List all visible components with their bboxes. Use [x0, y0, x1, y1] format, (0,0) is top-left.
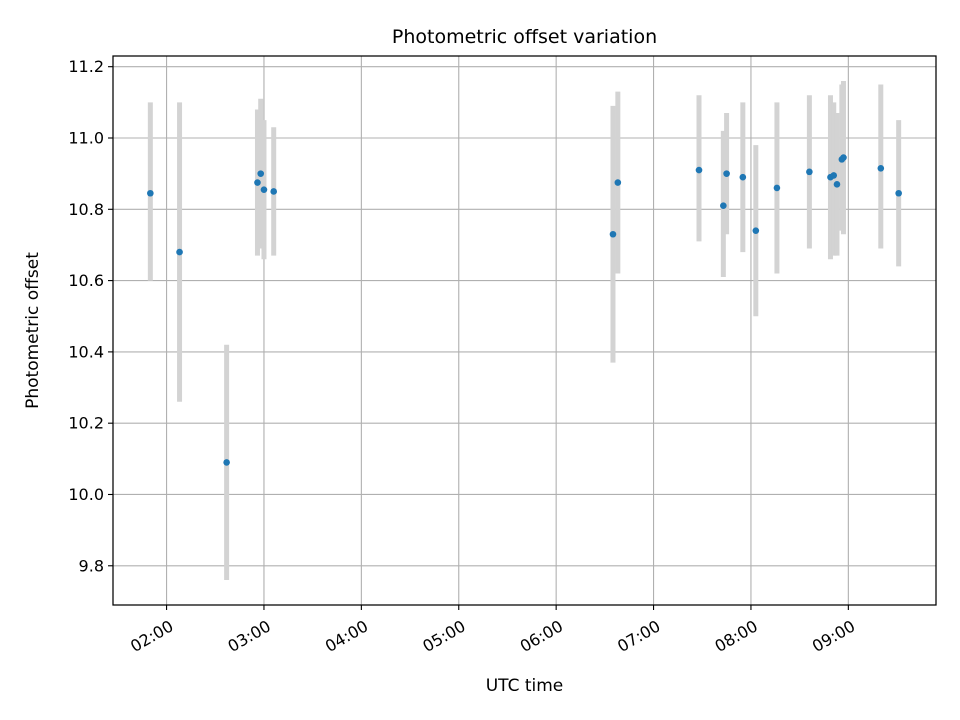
y-tick-label: 10.4 — [68, 342, 104, 361]
data-point — [739, 173, 747, 181]
data-point — [723, 170, 730, 177]
y-tick-label: 10.2 — [68, 414, 104, 433]
data-point — [614, 179, 622, 186]
y-tick-label: 10.6 — [68, 271, 104, 290]
data-point — [270, 188, 278, 195]
data-point — [147, 189, 154, 197]
data-point — [877, 164, 885, 172]
y-tick-label: 11.2 — [68, 57, 104, 76]
y-tick-label: 10.0 — [68, 485, 104, 504]
plot-frame — [112, 55, 937, 606]
y-axis-label: Photometric offset — [23, 252, 43, 409]
y-tick-label: 11.0 — [68, 128, 104, 147]
data-point — [223, 459, 230, 466]
data-point — [806, 168, 813, 176]
data-point — [260, 186, 268, 193]
data-point — [609, 230, 617, 238]
x-axis-label: UTC time — [486, 676, 564, 696]
chart-title: Photometric offset variation — [392, 26, 657, 48]
data-point — [720, 202, 727, 210]
data-point — [176, 248, 183, 256]
y-tick-label: 10.8 — [68, 200, 104, 219]
data-point — [840, 154, 847, 161]
data-point — [895, 189, 902, 197]
y-axis-ticks: 9.8 10.0 10.2 10.4 10.6 10.8 11.0 11.2 — [68, 57, 113, 575]
grid-lines — [113, 56, 936, 605]
data-point — [773, 184, 781, 192]
data-point — [833, 181, 841, 188]
y-tick-label: 9.8 — [79, 556, 104, 575]
data-points — [147, 154, 902, 466]
data-point — [752, 227, 760, 234]
data-point — [254, 179, 261, 186]
data-point — [257, 170, 265, 177]
plot-area — [113, 56, 936, 605]
data-point — [695, 166, 703, 174]
data-point — [830, 172, 838, 179]
